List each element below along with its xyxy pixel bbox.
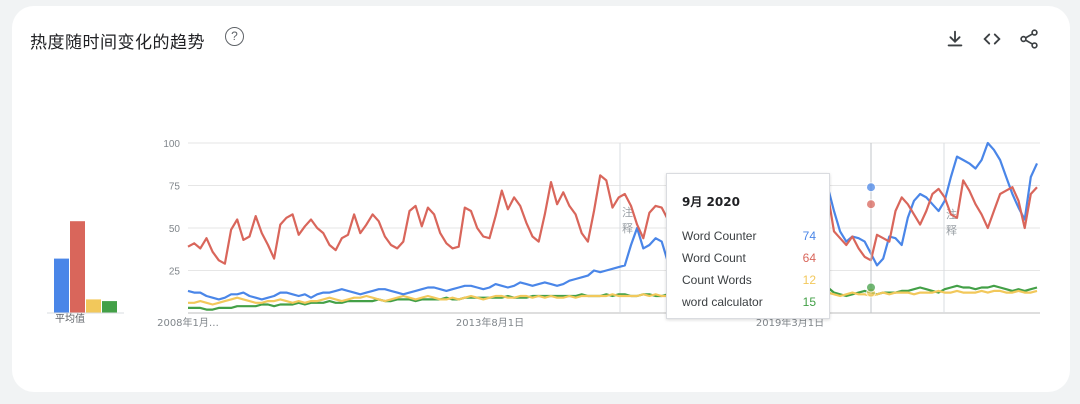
tooltip-series-name: Count Words [682, 273, 752, 287]
help-icon[interactable]: ? [225, 27, 244, 46]
tooltip-series-name: Word Counter [682, 229, 757, 243]
average-label: 平均值 [55, 314, 85, 325]
tooltip-value: 12 [802, 273, 816, 287]
series-lines [187, 141, 1039, 311]
series-line-word_count [187, 174, 1038, 265]
tooltip-value: 15 [802, 295, 816, 309]
average-bars [54, 221, 117, 313]
hover-dot-word_calculator [866, 282, 876, 293]
average-bar-word_calculator [102, 301, 117, 313]
tooltip-row: Word Counter 74 [682, 229, 816, 243]
annotation-marker-char: 释 [946, 224, 957, 237]
y-tick-label: 25 [169, 267, 181, 278]
annotation-marker-char: 注 [622, 205, 633, 219]
download-icon[interactable] [944, 28, 966, 50]
grid-lines [188, 142, 1040, 314]
share-icon[interactable] [1018, 28, 1040, 50]
chart-tooltip: 9月 2020 Word Counter 74 Word Count 64 Co… [666, 173, 830, 319]
tooltip-row: Word Count 64 [682, 251, 816, 265]
x-tick-labels: 2008年1月… 2013年8月1日 2019年3月1日 [157, 316, 824, 329]
tooltip-series-name: word calculator [682, 295, 763, 309]
y-tick-label: 75 [169, 182, 181, 193]
hover-dot-word_counter [866, 182, 876, 193]
series-line-count_words [188, 289, 1038, 306]
hover-indicator [866, 143, 876, 313]
x-tick-label: 2019年3月1日 [756, 316, 824, 329]
average-bar-word_counter [54, 258, 69, 313]
series-line-word_calculator [188, 284, 1038, 311]
embed-code-icon[interactable] [981, 28, 1003, 50]
series-line-word_counter [187, 141, 1039, 301]
y-tick-labels: 25 50 75 100 [163, 139, 180, 278]
tooltip-row: word calculator 15 [682, 295, 816, 309]
tooltip-value: 64 [802, 251, 816, 265]
page-title: 热度随时间变化的趋势 [30, 33, 205, 53]
hover-dot-word_count [866, 199, 876, 210]
average-bar-count_words [86, 299, 101, 313]
tooltip-date: 9月 2020 [682, 195, 740, 209]
y-tick-label: 50 [169, 224, 181, 235]
tooltip-row: Count Words 12 [682, 273, 816, 287]
trend-card [12, 6, 1070, 392]
annotation-marker-char: 释 [622, 222, 633, 235]
x-tick-label: 2013年8月1日 [456, 316, 524, 329]
y-tick-label: 100 [163, 139, 180, 150]
tooltip-series-name: Word Count [682, 251, 746, 265]
x-tick-label: 2008年1月… [157, 316, 219, 329]
tooltip-value: 74 [802, 229, 816, 243]
average-bar-word_count [70, 221, 85, 313]
